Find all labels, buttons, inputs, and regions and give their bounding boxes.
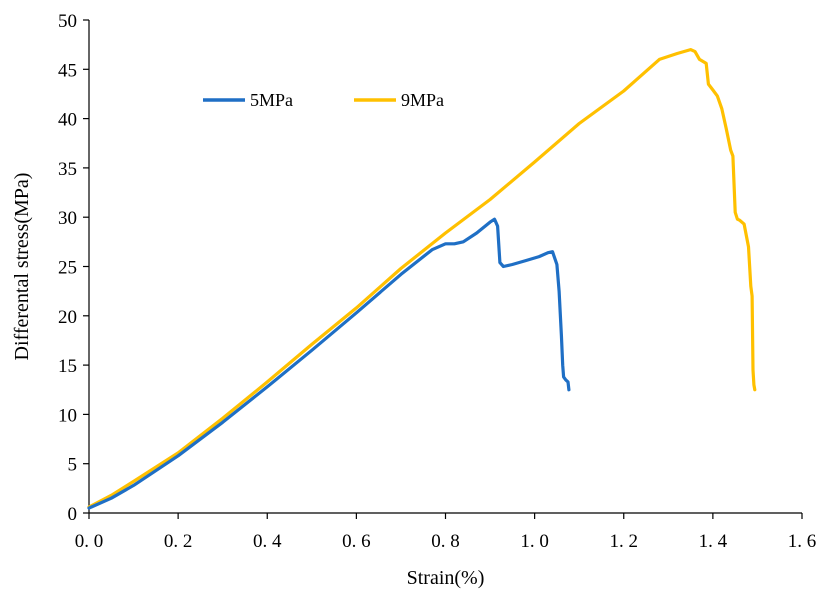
series-line-5mpa — [87, 217, 571, 510]
y-tick-label: 25 — [58, 258, 77, 279]
x-tick-label: 1. 4 — [699, 531, 728, 552]
y-tick-label: 30 — [58, 208, 77, 229]
y-tick-label: 15 — [58, 356, 77, 377]
y-tick-label: 20 — [58, 307, 77, 328]
legend-label-9mpa: 9MPa — [401, 90, 444, 110]
x-tick-label: 0. 6 — [342, 531, 371, 552]
x-tick-label: 1. 0 — [520, 531, 549, 552]
y-tick-label: 45 — [58, 60, 77, 81]
x-axis-ticks: 0. 0 0. 2 0. 4 0. 6 0. 8 1. 0 1. 2 1. 4 1. 6 — [75, 513, 816, 552]
x-tick-label: 0. 8 — [431, 531, 460, 552]
y-tick-label: 5 — [68, 455, 78, 476]
series-layer — [87, 47, 757, 510]
y-tick-label: 50 — [58, 11, 77, 32]
legend-label-5mpa: 5MPa — [250, 90, 293, 110]
y-axis-title: Differental stress(MPa) — [11, 173, 33, 361]
series-line-9mpa — [87, 47, 757, 509]
y-tick-label: 40 — [58, 110, 77, 131]
x-tick-label: 0. 2 — [164, 531, 193, 552]
legend: 5MPa 9MPa — [203, 90, 444, 110]
x-tick-label: 0. 4 — [253, 531, 282, 552]
x-tick-label: 1. 2 — [610, 531, 639, 552]
y-tick-label: 0 — [68, 504, 78, 525]
y-tick-label: 10 — [58, 405, 77, 426]
x-tick-label: 0. 0 — [75, 531, 104, 552]
y-axis-ticks: 0 5 10 15 20 25 30 35 40 45 50 — [58, 11, 89, 525]
y-tick-label: 35 — [58, 159, 77, 180]
x-axis-title: Strain(%) — [407, 567, 485, 589]
x-tick-label: 1. 6 — [788, 531, 816, 552]
